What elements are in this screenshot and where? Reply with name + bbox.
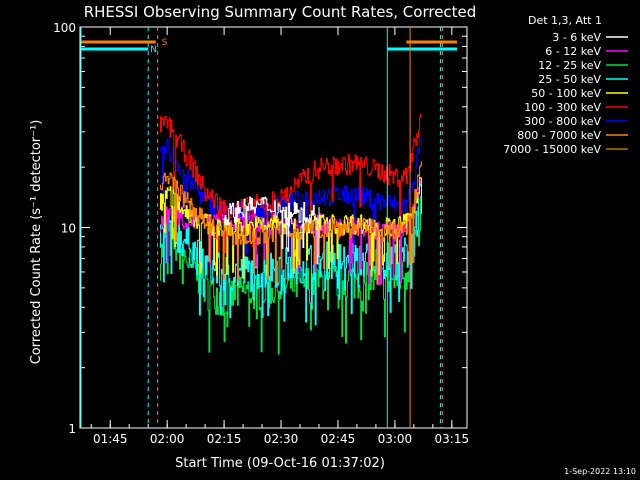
legend-label: 7000 - 15000 keV xyxy=(503,143,601,156)
series-line-7 xyxy=(159,137,422,257)
legend-label: 12 - 25 keV xyxy=(538,59,601,72)
series-line-1 xyxy=(224,196,320,265)
x-tick-label: 03:15 xyxy=(435,432,470,446)
x-tick-label: 02:45 xyxy=(321,432,356,446)
chart-title: RHESSI Observing Summary Count Rates, Co… xyxy=(84,3,477,21)
flag-label-n: N xyxy=(150,45,157,55)
x-tick-label: 02:15 xyxy=(207,432,242,446)
legend-label: 6 - 12 keV xyxy=(545,45,601,58)
x-tick-label: 03:00 xyxy=(378,432,413,446)
footer-timestamp: 1-Sep-2022 13:10 xyxy=(564,467,636,476)
plot-area: 01:45 02:00 02:15 02:30 02:45 03:00 03:15 1 10 10… xyxy=(53,21,469,446)
series-line-8 xyxy=(159,161,422,285)
y-axis-label: Corrected Count Rate (s⁻¹ detector⁻¹) xyxy=(29,120,44,365)
legend-title: Det 1,3, Att 1 xyxy=(528,14,602,27)
legend-label: 100 - 300 keV xyxy=(524,101,601,114)
series-line-6 xyxy=(159,113,422,255)
y-tick-label: 100 xyxy=(53,21,76,35)
x-axis-label: Start Time (09-Oct-16 01:37:02) xyxy=(175,456,385,471)
y-tick-label: 1 xyxy=(68,422,76,436)
legend-label: 3 - 6 keV xyxy=(552,31,601,44)
legend-label: 25 - 50 keV xyxy=(538,73,601,86)
flag-label-s: S xyxy=(162,38,168,48)
legend-label: 300 - 800 keV xyxy=(524,115,601,128)
y-tick-label: 10 xyxy=(61,222,76,236)
x-tick-label: 01:45 xyxy=(93,432,128,446)
x-tick-label: 02:30 xyxy=(264,432,299,446)
legend-label: 800 - 7000 keV xyxy=(517,129,601,142)
legend-label: 50 - 100 keV xyxy=(531,87,601,100)
x-tick-label: 02:00 xyxy=(150,432,185,446)
